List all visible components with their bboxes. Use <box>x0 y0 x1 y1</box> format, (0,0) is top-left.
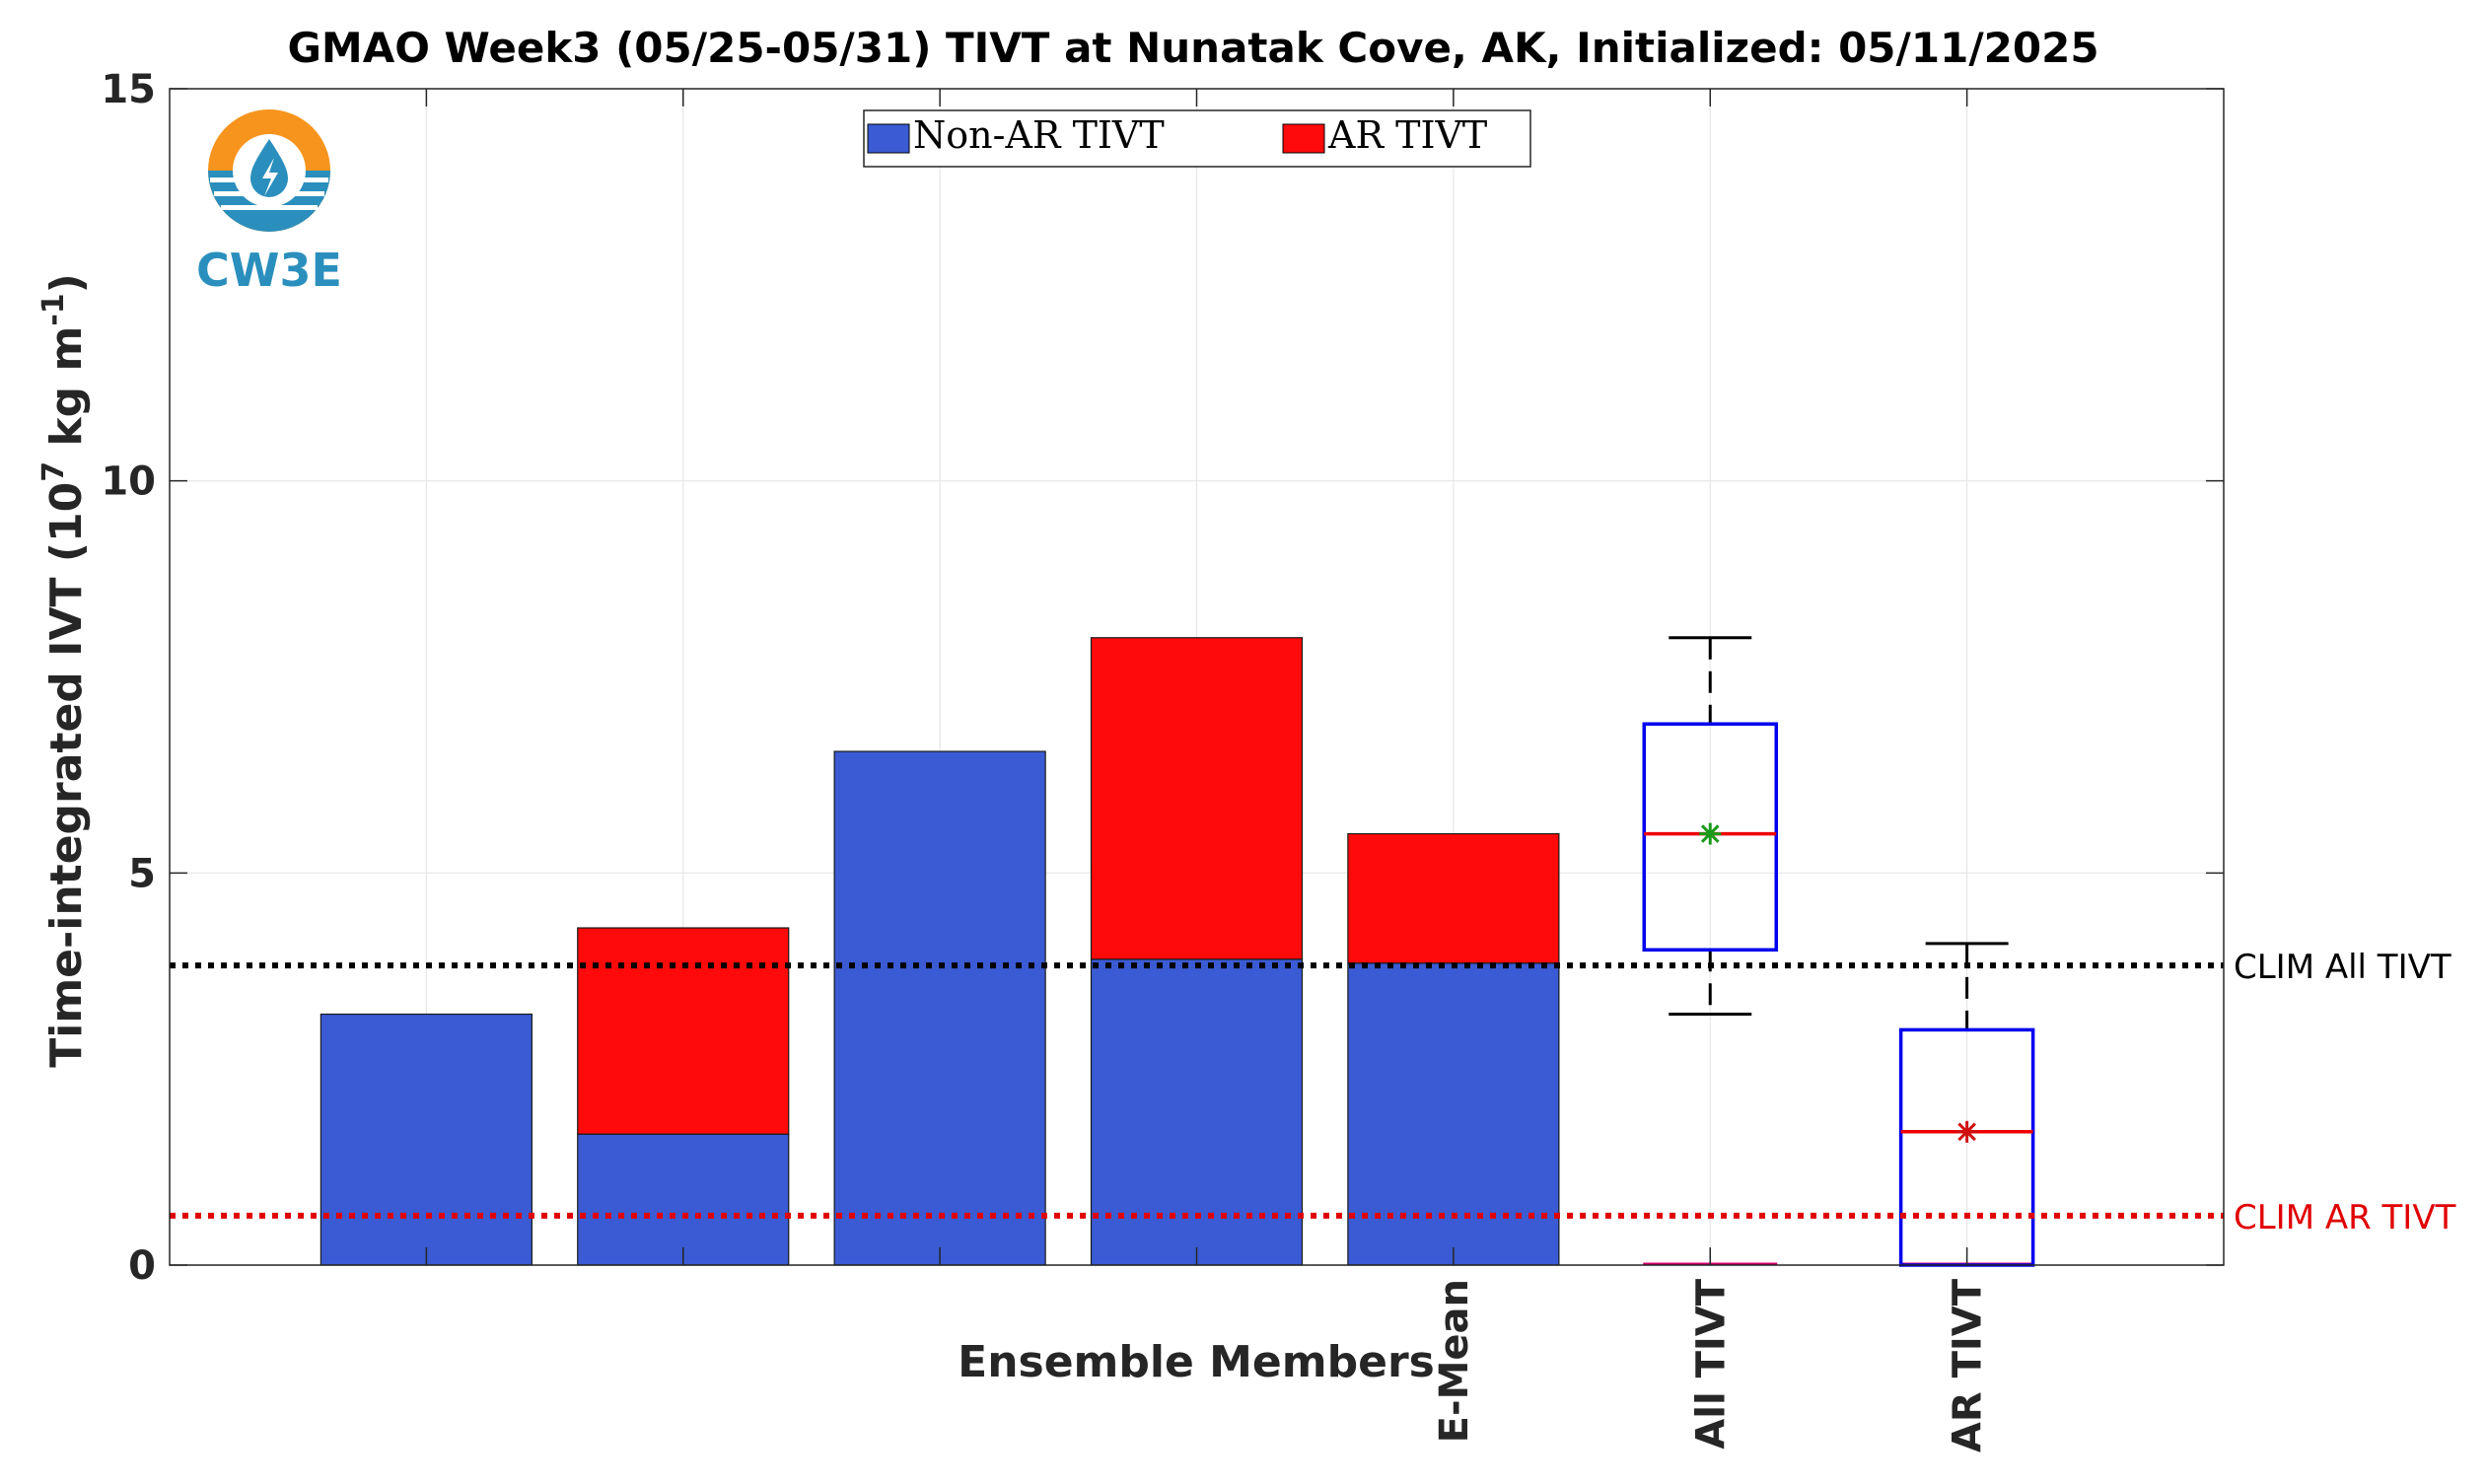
reference-line-label: CLIM AR TIVT <box>2234 1198 2456 1237</box>
y-axis-label-main: Time-integrated IVT (10 <box>41 482 92 1068</box>
bar-ar <box>1347 832 1560 964</box>
y-axis-ticks: 0 5 10 15 <box>101 67 2224 1289</box>
bar-ar <box>577 927 790 1135</box>
legend-label-ar: AR TIVT <box>1327 113 1487 157</box>
boxplot-box <box>1642 722 1778 953</box>
cw3e-logo-text: CW3E <box>196 244 342 297</box>
y-axis-label-unit: kg m <box>41 326 92 461</box>
y-axis-label-close: ) <box>41 273 92 293</box>
y-tick-label: 10 <box>101 459 156 505</box>
boxplot-mean-marker <box>1699 822 1722 845</box>
y-tick-label: 5 <box>128 851 156 896</box>
bars-group <box>320 637 1560 1266</box>
x-axis-label: Ensemble Members <box>958 1337 1435 1387</box>
y-axis-label-exp: 7 <box>36 461 71 482</box>
bar-non-ar <box>1347 962 1560 1266</box>
y-axis-label: Time-integrated IVT (107 kg m-1) <box>36 273 92 1068</box>
bar-non-ar <box>1090 958 1304 1266</box>
bar-ar <box>1090 637 1304 960</box>
legend: Non-AR TIVT AR TIVT <box>863 109 1531 168</box>
reference-line-label: CLIM All TIVT <box>2234 948 2451 987</box>
y-tick-label: 0 <box>128 1243 156 1289</box>
y-tick-label: 15 <box>101 67 156 112</box>
legend-swatch-non-ar <box>867 123 910 154</box>
bar-non-ar <box>577 1133 790 1266</box>
boxplot-mean-marker <box>1955 1120 1978 1143</box>
legend-label-non-ar: Non-AR TIVT <box>913 113 1165 157</box>
x-tick-label: All TIVT <box>1688 1278 1734 1449</box>
x-axis-tick-labels: E-Mean All TIVT AR TIVT <box>425 89 1991 1452</box>
chart-title: GMAO Week3 (05/25-05/31) TIVT at Nunatak… <box>287 24 2098 72</box>
x-tick-label: AR TIVT <box>1946 1278 1991 1452</box>
mean-marker-stroke <box>1700 824 1720 843</box>
reference-lines-group: CLIM All TIVT CLIM AR TIVT <box>170 948 2456 1237</box>
bar-non-ar <box>320 1013 533 1266</box>
cw3e-logo: CW3E <box>196 109 342 297</box>
boxplot <box>1642 636 1778 1016</box>
cw3e-logo-icon <box>208 109 330 232</box>
legend-box <box>863 109 1531 168</box>
legend-swatch-ar <box>1282 123 1325 154</box>
y-axis-label-unit-exp: -1 <box>36 293 71 325</box>
bar-non-ar <box>833 750 1046 1266</box>
x-tick-label: E-Mean <box>1432 1279 1477 1443</box>
mean-marker-stroke <box>1957 1122 1976 1142</box>
